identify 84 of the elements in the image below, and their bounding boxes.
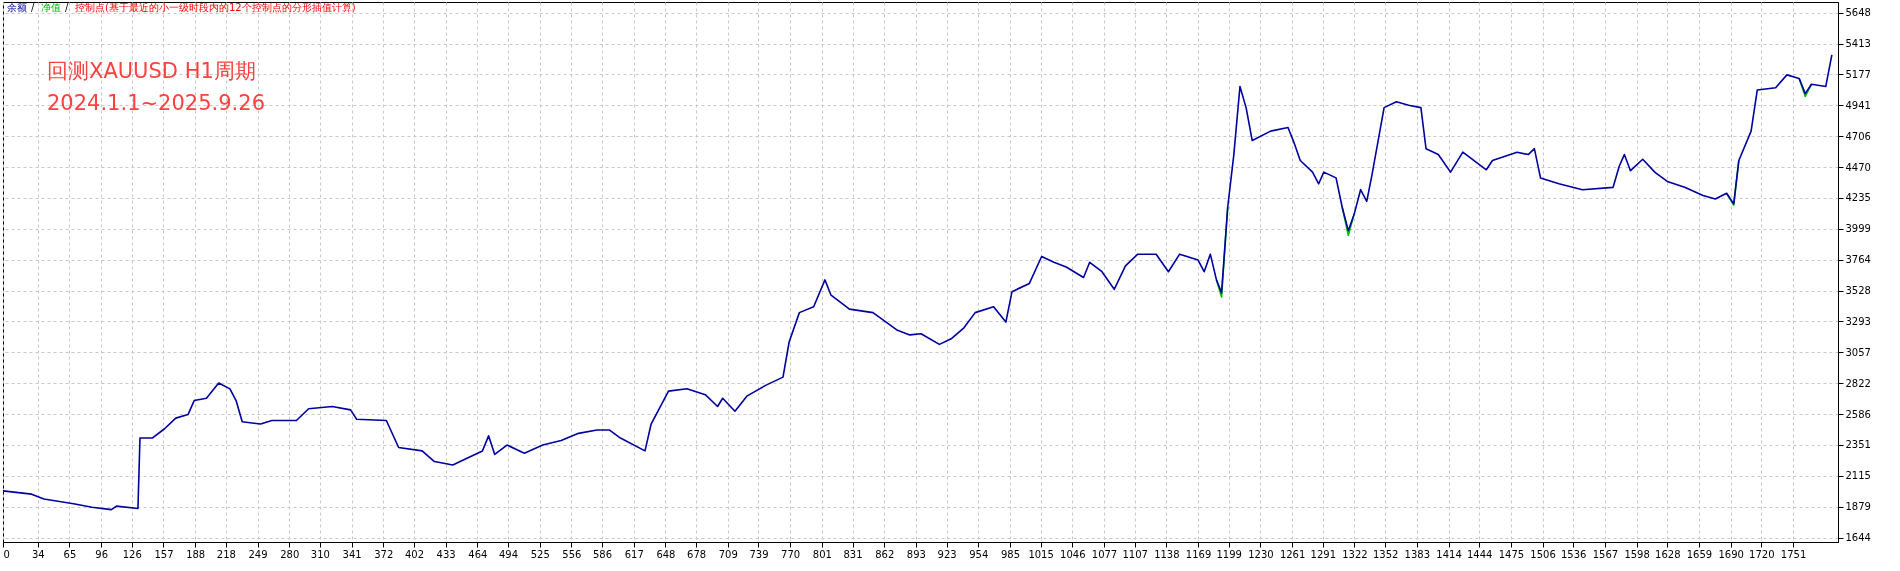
line-series — [2, 54, 1833, 511]
x-tick-label: 648 — [656, 548, 676, 560]
x-tick-label: 1628 — [1655, 548, 1681, 560]
x-tick-label: 1720 — [1749, 548, 1775, 560]
x-tick-label: 586 — [593, 548, 613, 560]
y-tick-label: 2822 — [1845, 377, 1871, 389]
x-tick-label: 188 — [186, 548, 206, 560]
x-tick-label: 1352 — [1372, 548, 1399, 560]
x-tick-label: 1751 — [1780, 548, 1807, 560]
x-tick-label: 770 — [781, 548, 801, 560]
x-tick-label: 709 — [718, 548, 738, 560]
x-tick-label: 1291 — [1310, 548, 1336, 560]
text: 余额 — [7, 2, 27, 13]
x-tick-label: 1383 — [1404, 548, 1431, 560]
y-tick-label: 3057 — [1845, 346, 1871, 358]
y-tick-label: 4941 — [1845, 99, 1871, 111]
annotation: / — [31, 2, 35, 13]
x-tick-label: 801 — [812, 548, 832, 560]
x-tick-label: 678 — [687, 548, 707, 560]
x-tick-label: 1107 — [1122, 548, 1148, 560]
x-tick-label: 1046 — [1060, 548, 1086, 560]
x-tick-label: 862 — [875, 548, 895, 560]
x-tick-label: 831 — [843, 548, 863, 560]
y-tick-label: 3293 — [1845, 315, 1871, 327]
y-tick-label: 5413 — [1845, 38, 1871, 50]
x-tick-label: 525 — [530, 548, 550, 560]
y-tick-label: 3528 — [1845, 285, 1871, 297]
x-tick-label: 893 — [906, 548, 926, 560]
y-tick-label: 1644 — [1845, 532, 1871, 544]
x-tick-label: 1536 — [1561, 548, 1587, 560]
x-tick-label: 1567 — [1592, 548, 1619, 560]
x-tick-label: 923 — [937, 548, 957, 560]
x-tick-label: 372 — [374, 548, 394, 560]
x-tick-label: 341 — [342, 548, 362, 560]
x-tick-label: 157 — [154, 548, 174, 560]
x-tick-label: 402 — [404, 548, 425, 560]
x-tick-label: 433 — [436, 548, 456, 560]
y-tick-label: 4706 — [1845, 130, 1871, 142]
x-tick-label: 1138 — [1154, 548, 1180, 560]
x-tick-label: 218 — [216, 548, 236, 560]
y-tick-label: 4235 — [1845, 192, 1871, 204]
x-tick-label: 1475 — [1498, 548, 1525, 560]
y-tick-label: 1879 — [1845, 501, 1871, 513]
x-tick-label: 1506 — [1530, 548, 1556, 560]
x-tick-label: 34 — [31, 548, 45, 560]
x-tick-label: 1230 — [1248, 548, 1274, 560]
y-tick-label: 2351 — [1845, 439, 1871, 451]
x-tick-label: 1169 — [1185, 548, 1212, 560]
x-tick-label: 617 — [624, 548, 644, 560]
x-tick-label: 464 — [468, 548, 488, 560]
x-tick-label: 249 — [248, 548, 268, 560]
x-tick-label: 739 — [749, 548, 769, 560]
text: / — [65, 2, 69, 13]
x-tick-label: 1077 — [1091, 548, 1118, 560]
x-tick-label: 1659 — [1686, 548, 1713, 560]
x-tick-label: 1444 — [1466, 548, 1493, 560]
x-tick-label: 1414 — [1436, 548, 1462, 560]
annotation: 回测XAUUSD H1周期 — [47, 59, 256, 83]
x-tick-label: 1015 — [1028, 548, 1054, 560]
x-tick-label: 65 — [63, 548, 77, 560]
x-tick-label: 1690 — [1718, 548, 1744, 560]
y-tick-label: 4470 — [1845, 161, 1871, 173]
y-tick-label: 2586 — [1845, 408, 1871, 420]
x-tick-label: 985 — [1000, 548, 1020, 560]
x-tick-label: 280 — [280, 548, 300, 560]
x-tick-label: 954 — [969, 548, 989, 560]
x-tick-label: 1598 — [1624, 548, 1650, 560]
x-tick-label: 1199 — [1216, 548, 1242, 560]
x-tick-label: 1261 — [1279, 548, 1306, 560]
x-tick-label: 494 — [498, 548, 519, 560]
x-tick-label: 126 — [122, 548, 142, 560]
y-tick-label: 3999 — [1845, 223, 1871, 235]
x-tick-label: 96 — [95, 548, 109, 560]
y-tick-label: 5648 — [1845, 7, 1871, 19]
x-tick-label: 556 — [562, 548, 582, 560]
annotation: 控制点(基于最近的小一级时段内的12个控制点的分形插值计算) — [75, 2, 356, 13]
text: 净值 — [41, 2, 61, 13]
y-tick-label: 2115 — [1845, 470, 1871, 482]
y-tick-label: 5177 — [1845, 68, 1871, 80]
x-tick-label: 310 — [310, 548, 330, 560]
x-tick-label: 1322 — [1342, 548, 1368, 560]
annotation: 2024.1.1~2025.9.26 — [47, 91, 265, 115]
x-tick-label: 0 — [3, 548, 10, 560]
y-tick-label: 3764 — [1845, 254, 1871, 266]
